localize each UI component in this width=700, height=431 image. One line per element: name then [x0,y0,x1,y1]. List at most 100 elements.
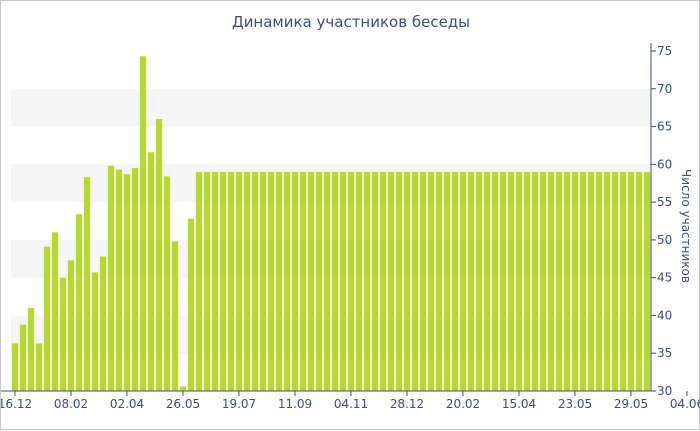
bar [187,218,195,391]
x-tick-label: 23.05 [558,397,592,411]
bar [347,171,355,391]
bar [211,171,219,391]
y-tick-label: 75 [657,44,672,58]
bar [451,171,459,391]
bar [555,171,563,391]
y-axis: 30 35 40 45 50 55 60 65 70 75 [650,43,672,398]
bar [635,171,643,391]
bar [627,171,635,391]
bar [491,171,499,391]
bar [339,171,347,391]
y-tick-label: 65 [657,120,672,134]
bar [123,174,131,391]
bar [411,171,419,391]
bar [235,171,243,391]
bar [387,171,395,391]
x-axis: 16.12 08.02 02.04 26.05 19.07 11.09 04.11 28.12… [1,390,700,411]
bar [131,168,139,391]
x-tick-label: 28.12 [390,397,424,411]
bar [363,171,371,391]
y-axis-label: Число участников [679,169,693,283]
x-tick-label: 26.05 [166,397,200,411]
bar [467,171,475,391]
x-tick-label: 02.04 [110,397,144,411]
x-tick-label: 11.09 [278,397,312,411]
bars [11,56,651,391]
bar [579,171,587,391]
bar [427,171,435,391]
bar [75,214,83,391]
bar [435,171,443,391]
bar [595,171,603,391]
y-tick-label: 40 [657,308,672,322]
y-tick-label: 70 [657,82,672,96]
bar [27,307,35,391]
bar [59,277,67,391]
bar [531,171,539,391]
grid-band [11,88,651,127]
bar [115,169,123,391]
bar [195,171,203,391]
grid-band [11,315,651,354]
bar [283,171,291,391]
bar [43,246,51,391]
bar [523,171,531,391]
bar [267,171,275,391]
bar [35,343,43,391]
bar [483,171,491,391]
bar [139,56,147,391]
bar [587,171,595,391]
bar [403,171,411,391]
bar [539,171,547,391]
bar [611,171,619,391]
bar [571,171,579,391]
bar [443,171,451,391]
y-tick-label: 55 [657,195,672,209]
y-tick-label: 35 [657,346,672,360]
bar [243,171,251,391]
bar [563,171,571,391]
y-tick-label: 50 [657,233,672,247]
bar [171,241,179,391]
bar [379,171,387,391]
y-tick-label: 45 [657,271,672,285]
bar [475,171,483,391]
bar [419,171,427,391]
x-tick-label: 08.02 [54,397,88,411]
bar [547,171,555,391]
bar [603,171,611,391]
bar [83,177,91,391]
bar [515,171,523,391]
y-tick-label: 30 [657,384,672,398]
bar [219,171,227,391]
bar [51,232,59,391]
bar [147,152,155,391]
bar [315,171,323,391]
bar [275,171,283,391]
bar [91,272,99,391]
bar [203,171,211,391]
bar [155,119,163,391]
chart-title: Динамика участников беседы [231,13,471,31]
bar [395,171,403,391]
bar [107,165,115,391]
bar [323,171,331,391]
bar [11,343,19,391]
bar [643,171,651,391]
bar [251,171,259,391]
bar [163,176,171,391]
x-tick-label: 19.07 [222,397,256,411]
x-tick-label: 04.06 [670,397,700,411]
bar [331,171,339,391]
bar [19,324,27,391]
bar [507,171,515,391]
bar [355,171,363,391]
bar [371,171,379,391]
bar [291,171,299,391]
y-tick-label: 60 [657,157,672,171]
x-tick-label: 20.02 [446,397,480,411]
bar [259,171,267,391]
x-tick-label: 15.04 [502,397,536,411]
